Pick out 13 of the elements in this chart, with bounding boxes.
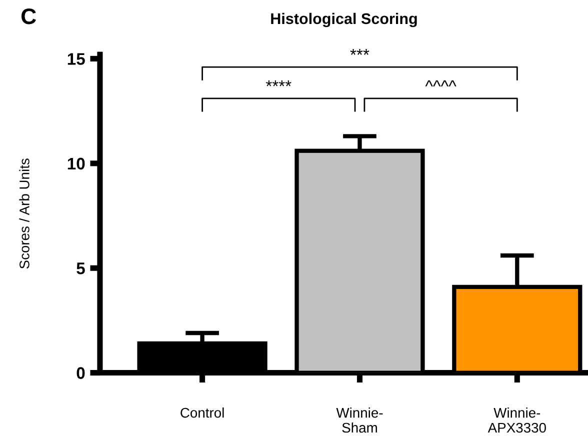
annotation: ^^^^: [425, 80, 456, 86]
y-tick-label: 15: [68, 53, 85, 65]
x-tick-label: Winnie- APX3330: [488, 408, 546, 433]
x-tick-label: Winnie- Sham: [336, 408, 383, 433]
text: C: [21, 8, 36, 24]
y-axis-title: Scores / Arb Units: [19, 158, 30, 269]
chart-title: Histological Scoring: [271, 12, 417, 28]
annotation: ****: [266, 80, 292, 86]
annotation: ***: [350, 49, 370, 55]
y-tick-label: 10: [68, 158, 85, 170]
y-tick-label: 0: [76, 367, 85, 379]
y-tick-label: 5: [76, 262, 85, 274]
x-tick-label: Control: [180, 408, 224, 418]
